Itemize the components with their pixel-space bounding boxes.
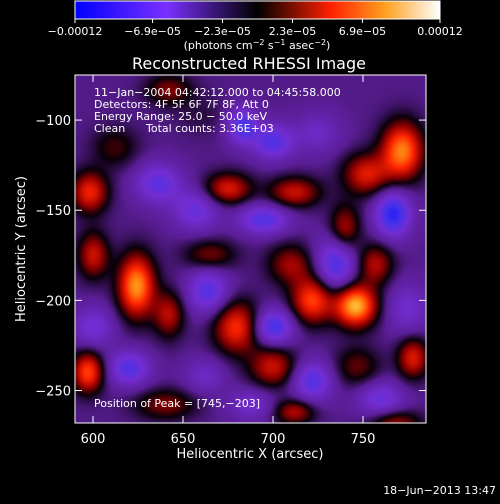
x-axis-tick-labels: 600 650 700 750 [81,432,376,447]
colorbar: −0.00012 −6.9e−05 −2.3e−05 2.3e−05 6.9e−05 0.… [48,0,463,52]
footer-date: 18−Jun−2013 13:47 [383,484,496,497]
y-axis-tick-label: −200 [35,294,71,309]
colorbar-frame [74,0,441,20]
colorbar-tick-label: −2.3e−05 [194,25,251,38]
y-axis-tick-label: −100 [35,114,71,129]
colorbar-tick-labels: −0.00012 −6.9e−05 −2.3e−05 2.3e−05 6.9e−05 0.… [48,25,463,38]
time-range-annotation: 11−Jan−2004 04:42:12.000 to 04:45:58.000 [94,86,341,99]
colorbar-gradient [75,1,440,19]
plot-frame [74,74,427,424]
y-axis-tick-label: −250 [35,385,71,400]
y-axis-ticks [75,119,426,392]
colorbar-tick-label: −0.00012 [48,25,103,38]
energy-range-annotation: Energy Range: 25.0 − 50.0 keV [94,110,268,123]
peak-position-annotation: Position of Peak = [745,−203] [94,397,260,410]
y-axis-tick-label: −150 [35,204,71,219]
colorbar-ticks [74,0,441,23]
image-annotations: 11−Jan−2004 04:42:12.000 to 04:45:58.000… [94,86,341,410]
colorbar-tick-label: −6.9e−05 [124,25,181,38]
x-axis-tick-label: 600 [81,432,106,447]
y-axis-tick-labels: −100 −150 −200 −250 [35,114,71,399]
detectors-annotation: Detectors: 4F 5F 6F 7F 8F, Att 0 [94,98,269,111]
x-axis-tick-label: 750 [351,432,376,447]
colorbar-unit-label: (photons cm−2 s−1 asec−2) [184,38,331,52]
colorbar-tick-label: 2.3e−05 [269,25,316,38]
total-counts-annotation: Total counts: 3.36E+03 [145,122,274,135]
plot-title: Reconstructed RHESSI Image [132,54,366,73]
heatmap-image [75,75,426,423]
x-axis-title: Heliocentric X (arcsec) [177,447,324,462]
y-axis-title: Heliocentric Y (arcsec) [14,176,29,322]
colorbar-tick-label: 0.00012 [417,25,463,38]
x-axis-ticks [92,75,364,423]
x-axis-tick-label: 700 [261,432,286,447]
clean-annotation: Clean [94,122,125,135]
x-axis-tick-label: 650 [171,432,196,447]
colorbar-tick-label: 6.9e−05 [339,25,386,38]
